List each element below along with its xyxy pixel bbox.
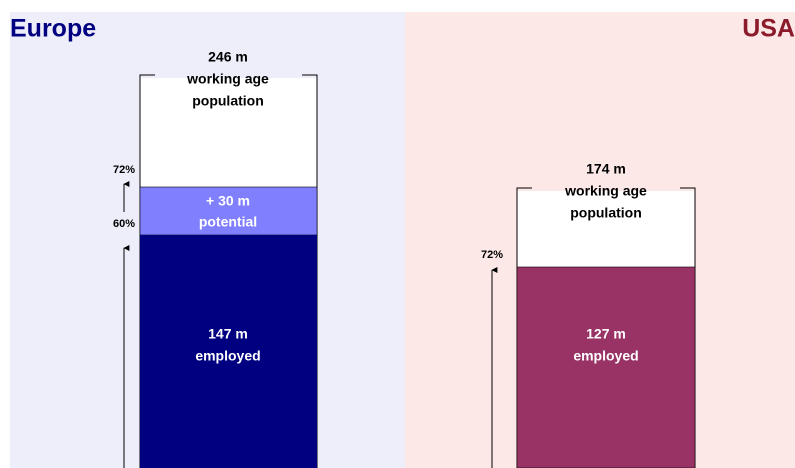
employed-label: 147 m xyxy=(208,326,248,342)
usa-title: USA xyxy=(742,15,795,43)
usa-employed xyxy=(516,266,696,468)
bracket-gap xyxy=(517,183,695,191)
rate-label: 72% xyxy=(113,164,135,176)
employed-label: employed xyxy=(573,348,638,364)
population-label: working age xyxy=(186,71,269,87)
bracket-gap xyxy=(140,70,317,78)
employed-label: employed xyxy=(195,348,260,364)
employed-label: 127 m xyxy=(586,326,626,342)
rate-label: 72% xyxy=(481,249,503,261)
population-label: population xyxy=(570,205,642,221)
europe-title: Europe xyxy=(10,15,96,43)
population-label: 246 m xyxy=(208,49,248,65)
potential-label: potential xyxy=(199,214,257,230)
population-label: working age xyxy=(564,183,647,199)
rate-label: 60% xyxy=(113,218,135,230)
population-label: 174 m xyxy=(586,161,626,177)
europe-potential xyxy=(139,186,318,236)
population-label: population xyxy=(192,93,264,109)
europe-employed xyxy=(140,235,317,468)
potential-label: + 30 m xyxy=(206,193,250,209)
